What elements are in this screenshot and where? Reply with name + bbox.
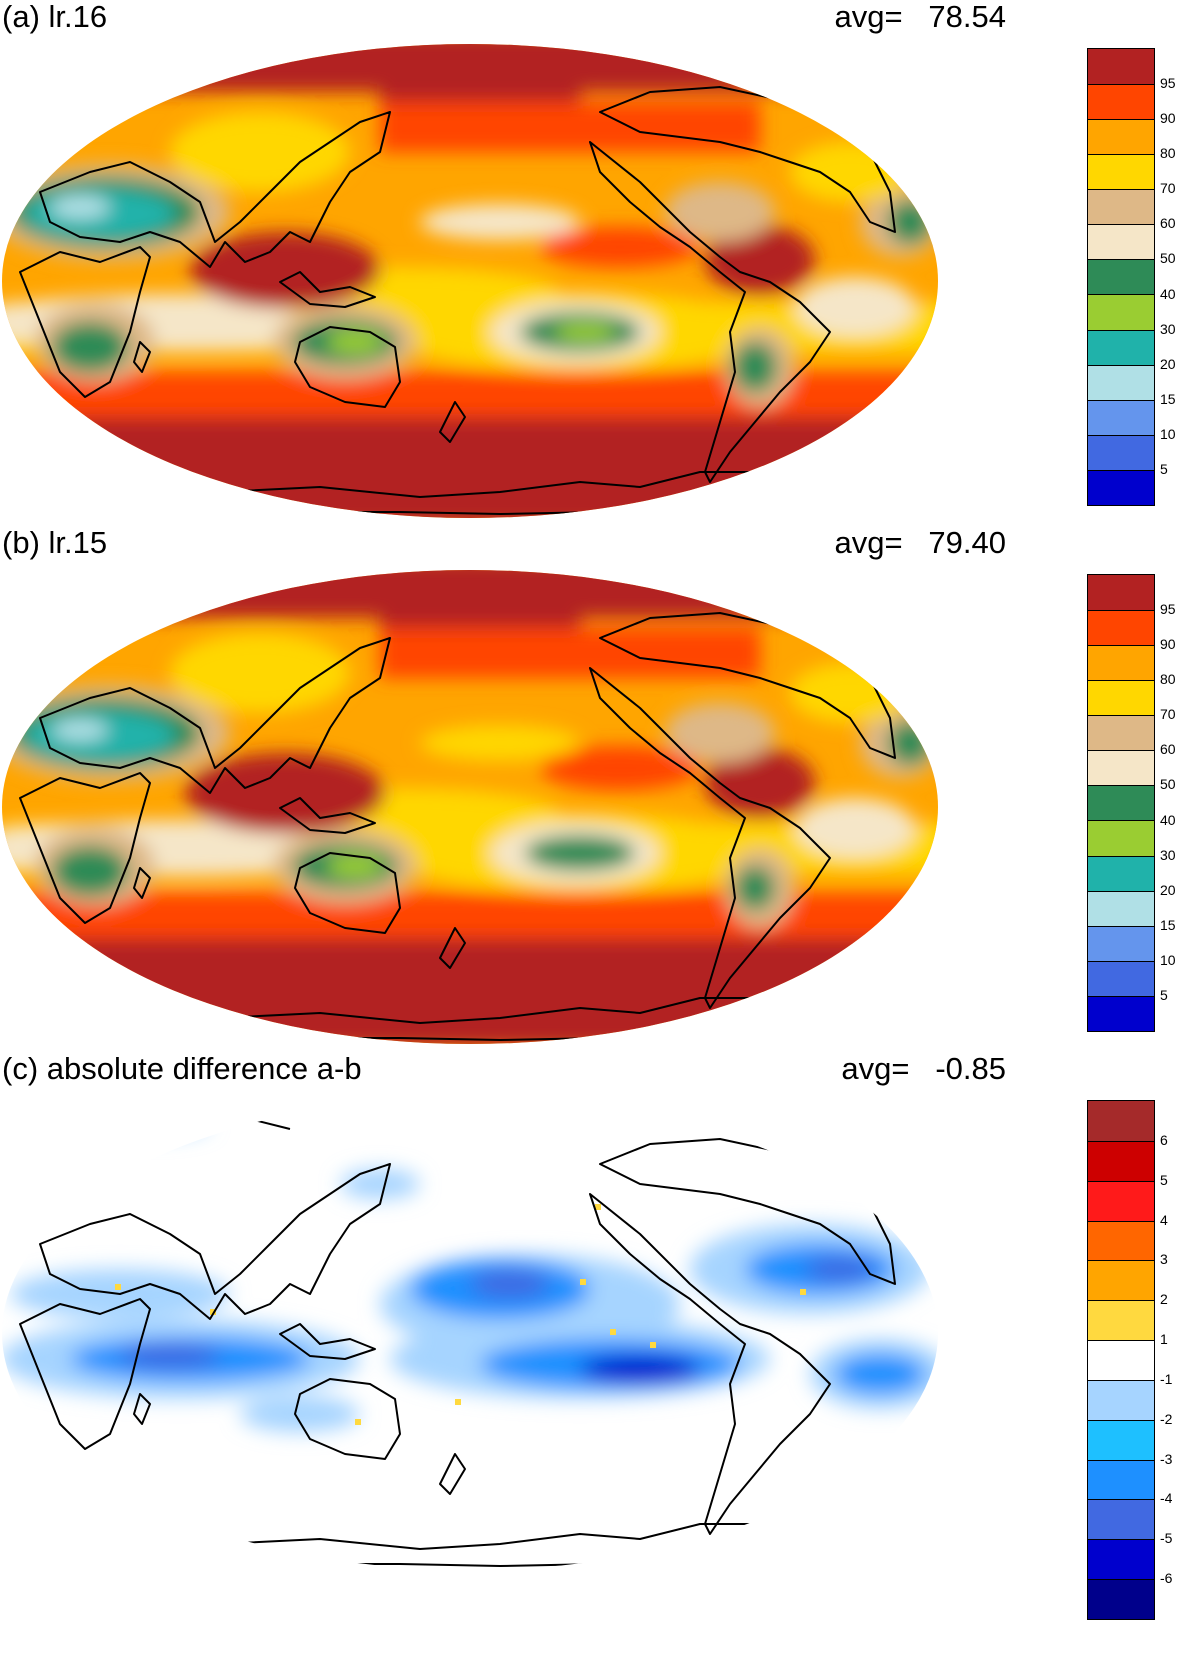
colorbar-tick-label: 50 [1160, 250, 1176, 267]
colorbar-swatch [1088, 680, 1154, 716]
colorbar-tick-label: 5 [1160, 1171, 1168, 1188]
colorbar-tick-label: 95 [1160, 601, 1176, 618]
colorbar-a [1087, 48, 1155, 506]
colorbar-tick-label: 80 [1160, 671, 1176, 688]
panel-title: (b) lr.15 [2, 525, 108, 560]
colorbar-swatch [1088, 469, 1154, 505]
colorbar-swatch [1088, 364, 1154, 400]
colorbar-tick-label: 1 [1160, 1331, 1168, 1348]
colorbar-tick-label: 50 [1160, 776, 1176, 793]
map-lr16 [2, 44, 938, 518]
colorbar-swatch [1088, 154, 1154, 190]
colorbar-tick-label: -6 [1160, 1570, 1173, 1587]
colorbar-tick-label: 80 [1160, 145, 1176, 162]
colorbar-swatch [1088, 1459, 1154, 1500]
colorbar-swatch [1088, 1340, 1154, 1380]
colorbar-swatch [1088, 785, 1154, 821]
avg-value: 79.40 [928, 525, 1006, 560]
colorbar-swatch [1088, 189, 1154, 225]
colorbar-swatch [1088, 294, 1154, 330]
colorbar-tick-label: 90 [1160, 110, 1176, 127]
colorbar-tick-label: 20 [1160, 881, 1176, 898]
avg-label: avg= [834, 0, 903, 34]
colorbar-swatch [1088, 1579, 1154, 1619]
colorbar-c [1087, 1100, 1155, 1620]
panel-title: (a) lr.16 [2, 0, 108, 34]
colorbar-tick-label: 70 [1160, 706, 1176, 723]
colorbar-tick-label: 2 [1160, 1291, 1168, 1308]
colorbar-tick-label: 4 [1160, 1211, 1168, 1228]
colorbar-swatch [1088, 890, 1154, 926]
map-lr15 [2, 570, 938, 1044]
colorbar-tick-label: 70 [1160, 180, 1176, 197]
colorbar-swatch [1088, 259, 1154, 295]
colorbar-tick-label: 60 [1160, 741, 1176, 758]
colorbar-tick-label: 20 [1160, 355, 1176, 372]
colorbar-tick-label: 30 [1160, 320, 1176, 337]
colorbar-swatch [1088, 84, 1154, 120]
colorbar-swatch [1088, 1300, 1154, 1341]
colorbar-tick-label: 60 [1160, 215, 1176, 232]
colorbar-tick-label: 90 [1160, 636, 1176, 653]
colorbar-tick-label: 10 [1160, 951, 1176, 968]
panel-title: (c) absolute difference a-b [2, 1051, 362, 1086]
avg-label: avg= [841, 1051, 910, 1086]
colorbar-tick-label: 3 [1160, 1251, 1168, 1268]
colorbar-tick-label: -4 [1160, 1490, 1173, 1507]
panel-average: avg= -0.85 [841, 1052, 1006, 1086]
colorbar-tick-label: 15 [1160, 390, 1176, 407]
colorbar-swatch [1088, 750, 1154, 786]
colorbar-swatch [1088, 855, 1154, 891]
colorbar-swatch [1088, 1180, 1154, 1221]
colorbar-tick-label: 5 [1160, 460, 1168, 477]
colorbar-swatch [1088, 1220, 1154, 1261]
avg-value: -0.85 [935, 1051, 1006, 1086]
colorbar-tick-label: 6 [1160, 1131, 1168, 1148]
colorbar-tick-label: 95 [1160, 75, 1176, 92]
colorbar-swatch [1088, 715, 1154, 751]
colorbar-tick-label: -1 [1160, 1370, 1173, 1387]
avg-value: 78.54 [928, 0, 1006, 34]
colorbar-swatch [1088, 1140, 1154, 1181]
colorbar-tick-label: -3 [1160, 1450, 1173, 1467]
colorbar-swatch [1088, 329, 1154, 365]
colorbar-b [1087, 574, 1155, 1032]
colorbar-swatch [1088, 1419, 1154, 1460]
map-difference [2, 1096, 938, 1570]
colorbar-swatch [1088, 960, 1154, 996]
colorbar-swatch [1088, 1260, 1154, 1301]
colorbar-tick-label: 40 [1160, 811, 1176, 828]
colorbar-swatch [1088, 49, 1154, 85]
colorbar-swatch [1088, 610, 1154, 646]
panel-average: avg= 79.40 [834, 526, 1006, 560]
colorbar-tick-label: -5 [1160, 1530, 1173, 1547]
colorbar-tick-label: 40 [1160, 285, 1176, 302]
colorbar-swatch [1088, 575, 1154, 611]
colorbar-swatch [1088, 645, 1154, 681]
colorbar-swatch [1088, 1539, 1154, 1580]
colorbar-swatch [1088, 995, 1154, 1031]
colorbar-tick-label: 15 [1160, 916, 1176, 933]
colorbar-tick-label: 30 [1160, 846, 1176, 863]
colorbar-swatch [1088, 224, 1154, 260]
colorbar-tick-label: 5 [1160, 986, 1168, 1003]
panel-average: avg= 78.54 [834, 0, 1006, 34]
colorbar-swatch [1088, 1499, 1154, 1540]
colorbar-swatch [1088, 1379, 1154, 1420]
colorbar-swatch [1088, 119, 1154, 155]
colorbar-swatch [1088, 925, 1154, 961]
colorbar-swatch [1088, 434, 1154, 470]
avg-label: avg= [834, 525, 903, 560]
colorbar-tick-label: -2 [1160, 1410, 1173, 1427]
colorbar-swatch [1088, 820, 1154, 856]
colorbar-swatch [1088, 399, 1154, 435]
colorbar-swatch [1088, 1101, 1154, 1141]
colorbar-tick-label: 10 [1160, 425, 1176, 442]
